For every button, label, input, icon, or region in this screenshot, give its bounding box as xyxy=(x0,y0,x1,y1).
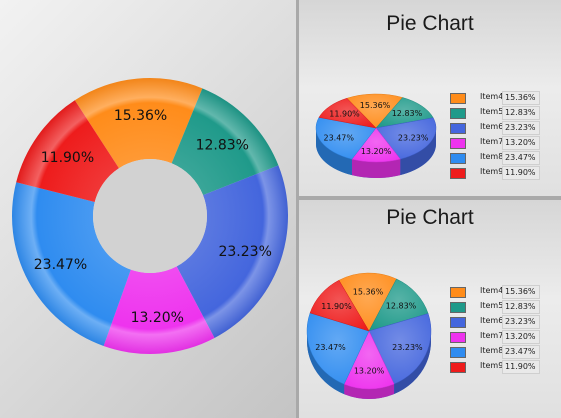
legend-value: 12.83% xyxy=(502,300,540,314)
legend-value: 11.90% xyxy=(502,166,540,180)
slice-data-label: 15.36% xyxy=(360,101,391,110)
legend-item-item9: Item9 11.90% xyxy=(450,166,550,181)
pie-slice-item8 xyxy=(315,117,377,160)
legend-swatch xyxy=(450,332,466,343)
slice-data-label: 12.83% xyxy=(392,109,423,118)
panel-divider-vertical xyxy=(296,0,299,418)
legend-swatch xyxy=(450,138,466,149)
legend-value: 13.20% xyxy=(502,136,540,150)
pie-chart-panel-bottom: Pie Chart 15.36% 12.83% 23.23% 13.20% 23.47%… xyxy=(299,200,561,418)
legend-label: Item5 xyxy=(480,301,504,310)
legend-value: 15.36% xyxy=(502,91,540,105)
legend-label: Item9 xyxy=(480,167,504,176)
legend-item-item7: Item7 13.20% xyxy=(450,330,550,345)
legend-value: 15.36% xyxy=(502,285,540,299)
slice-data-label: 11.90% xyxy=(41,150,94,166)
legend-value: 13.20% xyxy=(502,330,540,344)
slice-data-label: 11.90% xyxy=(321,302,352,311)
slice-data-label: 23.23% xyxy=(392,343,423,352)
chart-title: Pie Chart xyxy=(386,12,474,35)
legend-value: 23.23% xyxy=(502,121,540,135)
legend-item-item8: Item8 23.47% xyxy=(450,345,550,360)
donut-chart: 15.36% 12.83% 23.23% 13.20% 23.47% 11.90% xyxy=(11,77,288,355)
slice-data-label: 15.36% xyxy=(114,108,167,124)
legend-value: 11.90% xyxy=(502,360,540,374)
legend-value: 12.83% xyxy=(502,106,540,120)
donut-slice-item7 xyxy=(103,266,215,355)
pie-slice-item4 xyxy=(346,93,404,129)
slice-data-label: 13.20% xyxy=(131,310,184,326)
slice-data-label: 23.23% xyxy=(398,134,429,143)
legend-item-item4: Item4 15.36% xyxy=(450,285,550,300)
pie-side-item8 xyxy=(307,331,345,395)
legend-label: Item4 xyxy=(480,92,504,101)
pie-slice-item4 xyxy=(338,272,397,332)
pie-slice-item9 xyxy=(309,279,370,332)
donut-slice-item4 xyxy=(74,77,203,169)
pie-chart-3d-flat: 15.36%12.83% 23.23% 13.20% 23.47% 11.90% xyxy=(315,93,437,178)
legend-item-item5: Item5 12.83% xyxy=(450,300,550,315)
slice-data-label: 23.23% xyxy=(218,244,271,260)
legend-swatch xyxy=(450,362,466,373)
legend-swatch xyxy=(450,287,466,298)
donut-hole xyxy=(93,159,207,273)
slice-data-label: 12.83% xyxy=(196,138,249,154)
legend-swatch xyxy=(450,123,466,134)
slice-data-label: 15.36% xyxy=(353,288,384,297)
slice-data-label: 23.47% xyxy=(34,257,87,273)
donut-slice-item5 xyxy=(171,88,279,196)
legend-item-item7: Item7 13.20% xyxy=(450,136,550,151)
legend-item-item8: Item8 23.47% xyxy=(450,151,550,166)
panel-divider-horizontal xyxy=(299,196,561,200)
donut-slice-item9 xyxy=(16,100,119,203)
slice-data-label: 12.83% xyxy=(386,301,417,310)
legend-swatch xyxy=(450,347,466,358)
slice-data-label: 11.90% xyxy=(329,109,360,118)
legend-value: 23.47% xyxy=(502,151,540,165)
legend-label: Item7 xyxy=(480,137,504,146)
chart-title: Pie Chart xyxy=(386,206,474,229)
pie-side-item6 xyxy=(400,128,436,176)
legend-label: Item9 xyxy=(480,361,504,370)
pie-side-item7 xyxy=(351,159,401,178)
pie-side-item6 xyxy=(394,331,431,395)
donut-slice-item8 xyxy=(11,182,131,346)
donut-slice-item6 xyxy=(176,165,288,338)
legend-value: 23.47% xyxy=(502,345,540,359)
legend-label: Item8 xyxy=(480,346,504,355)
legend-swatch xyxy=(450,317,466,328)
donut-chart-panel: 15.36% 12.83% 23.23% 13.20% 23.47% 11.90% xyxy=(0,0,296,418)
legend-item-item4: Item4 15.36% xyxy=(450,91,550,106)
slice-data-label: 13.20% xyxy=(361,147,392,156)
legend-swatch xyxy=(450,302,466,313)
pie-slice-item9 xyxy=(318,97,377,129)
slice-data-label: 13.20% xyxy=(354,366,385,375)
legend-item-item5: Item5 12.83% xyxy=(450,106,550,121)
legend-swatch xyxy=(450,108,466,119)
pie-side-item8 xyxy=(316,128,352,176)
legend-label: Item6 xyxy=(480,122,504,131)
pie-slice-item8 xyxy=(306,312,370,385)
pie-slice-item6 xyxy=(368,313,432,385)
legend-label: Item5 xyxy=(480,107,504,116)
legend-swatch xyxy=(450,93,466,104)
legend-label: Item4 xyxy=(480,286,504,295)
legend-swatch xyxy=(450,168,466,179)
legend-swatch xyxy=(450,153,466,164)
legend-value: 23.23% xyxy=(502,315,540,329)
pie-slice-item6 xyxy=(375,117,437,160)
legend-label: Item7 xyxy=(480,331,504,340)
legend-label: Item6 xyxy=(480,316,504,325)
legend-item-item6: Item6 23.23% xyxy=(450,315,550,330)
legend-item-item9: Item9 11.90% xyxy=(450,360,550,375)
pie-chart-panel-top: Pie Chart 15.36% 12.83% 23.23% 13.20% 23.47%… xyxy=(299,0,561,196)
legend-item-item6: Item6 23.23% xyxy=(450,121,550,136)
pie-chart-3d-tilted: 15.36%12.83% 23.23% 13.20% 23.47% 11.90% xyxy=(306,272,432,399)
pie-side-item7 xyxy=(344,384,395,399)
slice-data-label: 23.47% xyxy=(323,133,354,142)
slice-data-label: 23.47% xyxy=(315,343,346,352)
legend-label: Item8 xyxy=(480,152,504,161)
